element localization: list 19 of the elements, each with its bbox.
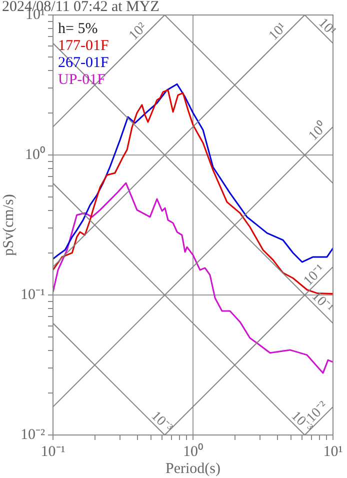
x-tick-label: 10⁻¹	[40, 444, 66, 460]
x-tick-label: 10⁰	[183, 442, 203, 460]
text: 267-01F	[58, 54, 109, 71]
annotation: 10⁻³	[148, 408, 175, 436]
x-axis-title: Period(s)	[166, 460, 220, 477]
annotation: 10⁻¹	[301, 262, 328, 290]
annotation: 10⁻¹	[308, 289, 336, 316]
y-tick-label: 10⁰	[25, 146, 45, 163]
annotation: 10⁰	[305, 119, 330, 144]
text: UP-01F	[58, 72, 106, 88]
annotation: h= 5%	[58, 20, 98, 37]
text: 177-01F	[58, 38, 109, 54]
annotation: 10¹	[315, 16, 339, 40]
annotation: 10¹	[266, 20, 290, 44]
y-tick-label: 10⁻¹	[20, 286, 45, 303]
y-axis-title: pSv(cm/s)	[0, 194, 17, 256]
y-tick-label: 10⁻²	[20, 426, 46, 443]
annotation: 10²	[126, 20, 150, 44]
x-tick-label: 10¹	[323, 444, 343, 460]
